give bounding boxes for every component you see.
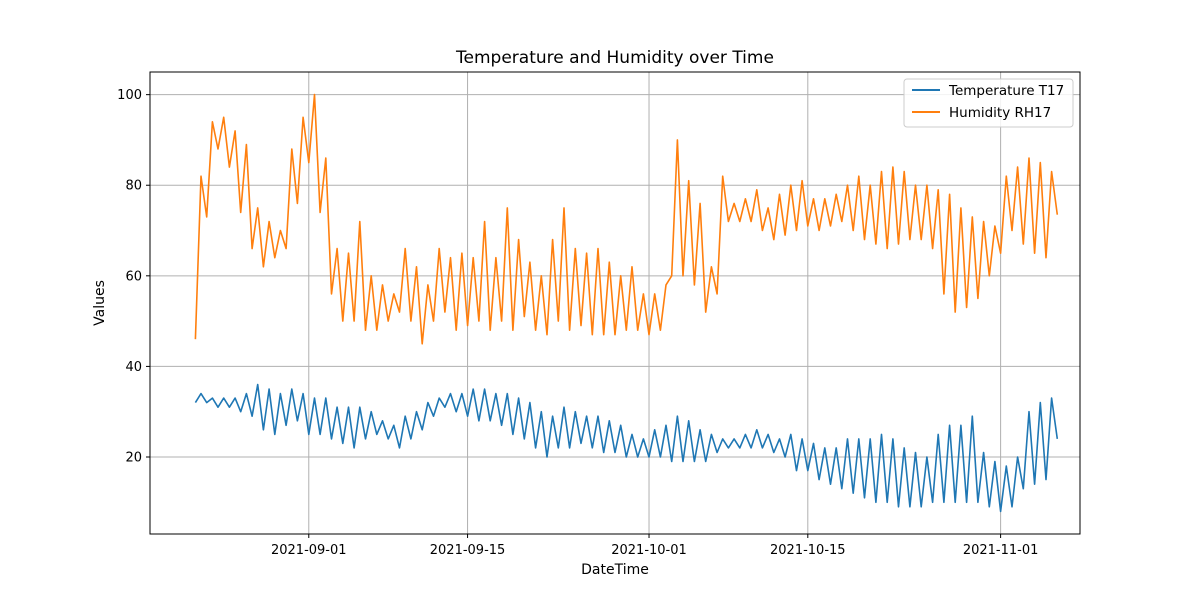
humidity-rh17-line xyxy=(194,93,1059,345)
x-tick-label: 2021-10-15 xyxy=(770,543,846,558)
legend-label-temperature: Temperature T17 xyxy=(948,83,1064,99)
chart-title: Temperature and Humidity over Time xyxy=(455,48,774,68)
x-tick-label: 2021-10-01 xyxy=(611,543,687,558)
axis-ticks: 2021-09-01 2021-09-15 2021-10-01 2021-10-15… xyxy=(117,88,1038,558)
y-tick-label: 40 xyxy=(125,360,142,375)
x-axis-label: DateTime xyxy=(581,562,649,578)
legend: Temperature T17 Humidity RH17 xyxy=(903,78,1074,128)
y-tick-label: 100 xyxy=(117,88,142,103)
legend-label-humidity: Humidity RH17 xyxy=(949,105,1051,121)
legend-box xyxy=(903,78,1074,128)
x-tick-label: 2021-09-01 xyxy=(271,543,347,558)
series-layer xyxy=(194,93,1059,513)
y-tick-label: 80 xyxy=(125,179,142,194)
x-tick-label: 2021-09-15 xyxy=(430,543,506,558)
temperature-t17-line xyxy=(194,383,1059,513)
y-tick-label: 60 xyxy=(125,269,142,284)
x-tick-label: 2021-11-01 xyxy=(963,543,1039,558)
y-axis-label: Values xyxy=(92,280,108,326)
plot-frame xyxy=(149,71,1081,535)
y-tick-label: 20 xyxy=(125,451,142,466)
